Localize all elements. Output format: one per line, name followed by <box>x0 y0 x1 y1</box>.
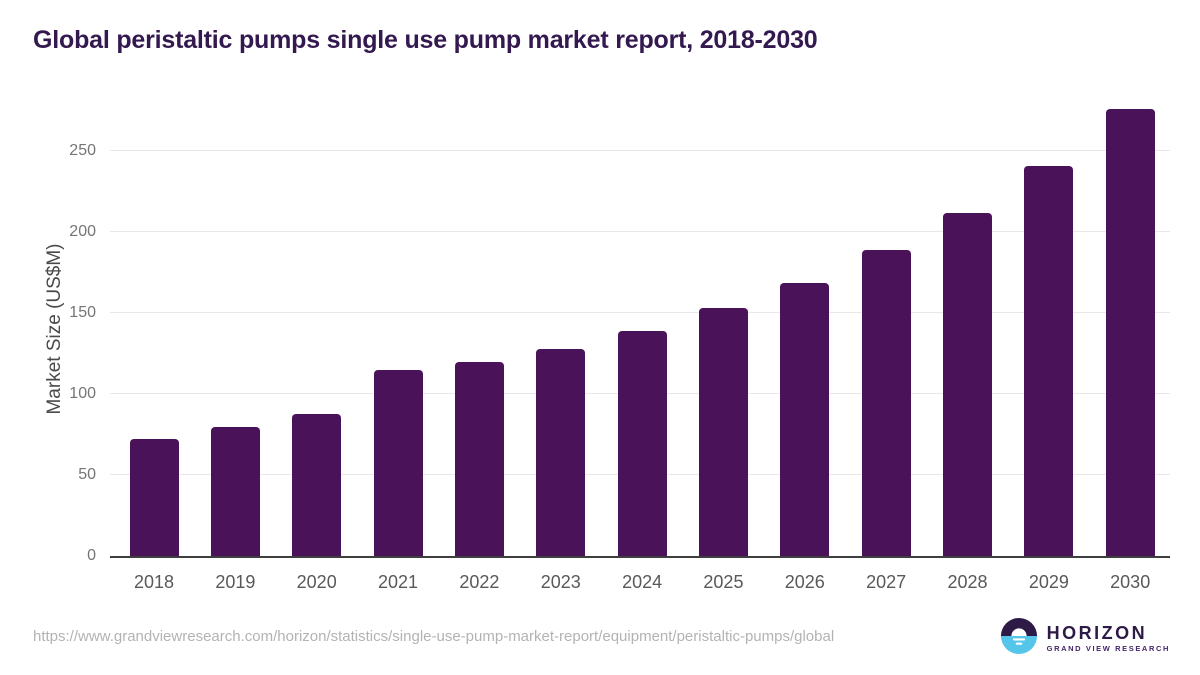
x-tick-label: 2029 <box>1028 572 1069 592</box>
bar-2019 <box>210 426 260 556</box>
y-tick-label: 50 <box>78 466 96 484</box>
bar-chart-plot-area: 0 50 100 150 200 250 2018 2019 2020 2021 2022 2023 2… <box>69 100 1170 592</box>
bar-2021 <box>373 369 423 556</box>
source-url: https://www.grandviewresearch.com/horizo… <box>33 628 835 645</box>
gridline-150 <box>110 312 1170 314</box>
y-tick-label: 250 <box>69 142 96 160</box>
x-tick-label: 2030 <box>1110 572 1151 592</box>
bar-2025 <box>698 308 748 556</box>
x-tick-label: 2018 <box>133 572 175 592</box>
bar-2028 <box>943 212 992 556</box>
logo-brand: HORIZON <box>1046 623 1148 643</box>
x-tick-label: 2022 <box>459 572 500 592</box>
y-tick-label: 0 <box>87 547 96 564</box>
y-tick-label: 150 <box>69 304 96 322</box>
bar-2018 <box>129 439 179 556</box>
x-tick-label: 2024 <box>622 572 663 592</box>
gridline-200 <box>110 231 1170 233</box>
gridline-250 <box>110 150 1170 152</box>
x-tick-label: 2028 <box>947 572 988 592</box>
bar-2026 <box>780 282 830 556</box>
x-tick-label: 2025 <box>703 572 744 592</box>
bar-2023 <box>536 348 586 556</box>
x-tick-label: 2026 <box>784 572 825 592</box>
horizon-logo: HORIZON GRAND VIEW RESEARCH <box>1000 617 1170 660</box>
logo-tagline: GRAND VIEW RESEARCH <box>1046 644 1170 653</box>
bar-2027 <box>861 250 911 556</box>
x-tick-label: 2020 <box>296 572 337 592</box>
y-tick-label: 100 <box>69 385 96 403</box>
x-tick-label: 2019 <box>215 572 256 592</box>
bar-2024 <box>617 331 667 556</box>
x-tick-label: 2021 <box>378 572 419 592</box>
x-tick-label: 2023 <box>540 572 581 592</box>
y-tick-label: 200 <box>69 223 96 241</box>
bar-2029 <box>1024 165 1074 556</box>
x-tick-label: 2027 <box>866 572 907 592</box>
bar-2020 <box>292 413 342 556</box>
horizon-sun-icon <box>1000 617 1038 660</box>
bar-2030 <box>1105 109 1155 556</box>
logo-text: HORIZON GRAND VIEW RESEARCH <box>1047 624 1170 653</box>
chart-title: Global peristaltic pumps single use pump… <box>33 26 818 54</box>
bar-2022 <box>454 361 504 556</box>
